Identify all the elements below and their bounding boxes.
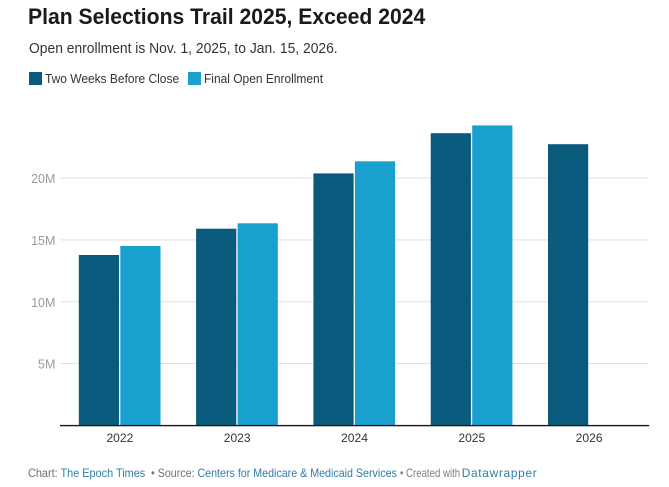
svg-text:2025: 2025	[458, 431, 485, 445]
svg-text:2023: 2023	[224, 431, 251, 445]
svg-text:5M: 5M	[38, 358, 55, 372]
svg-text:15M: 15M	[31, 234, 55, 248]
svg-text:20M: 20M	[31, 172, 55, 186]
svg-text:2026: 2026	[576, 431, 603, 445]
svg-text:2022: 2022	[106, 431, 133, 445]
svg-text:2024: 2024	[341, 431, 368, 445]
svg-text:10M: 10M	[31, 296, 55, 310]
